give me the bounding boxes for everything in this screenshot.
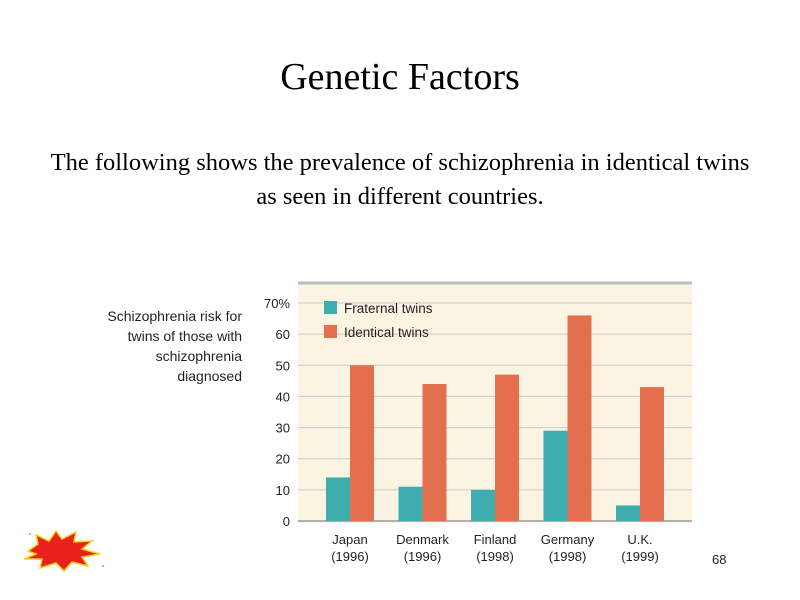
legend-swatch	[324, 301, 337, 314]
y-tick-label: 10	[276, 483, 290, 498]
legend-swatch	[324, 325, 337, 338]
fraternal-bar	[616, 505, 640, 521]
chart-y-axis-label: Schizophrenia risk for twins of those wi…	[107, 308, 242, 384]
category-label: Japan (1996)	[331, 532, 369, 564]
fraternal-bar	[471, 489, 495, 521]
fraternal-bar	[398, 486, 423, 521]
slide-title: Genetic Factors	[280, 56, 520, 98]
category-label: Finland (1998)	[474, 532, 517, 564]
page-number: 68	[712, 552, 727, 567]
y-tick-label: 0	[283, 514, 290, 529]
identical-bar	[350, 365, 374, 521]
y-tick-label: 40	[276, 389, 290, 404]
y-tick-label: 20	[276, 452, 290, 467]
identical-bar	[422, 383, 447, 521]
y-tick-label: 30	[276, 421, 290, 436]
y-tick-label: 70%	[264, 296, 290, 311]
y-tick-label: 50	[276, 358, 290, 373]
bars	[326, 315, 664, 521]
category-label: U.K. (1999)	[621, 532, 659, 564]
identical-bar	[495, 374, 519, 521]
identical-bar	[640, 387, 664, 521]
legend-label: Identical twins	[344, 325, 429, 340]
category-label: Germany (1998)	[541, 532, 595, 564]
category-labels: Japan (1996) Denmark (1996) Finland (1998) Ger…	[331, 532, 659, 564]
slide-body-text: The following shows the prevalence of sc…	[50, 149, 750, 210]
fraternal-bar	[543, 430, 568, 521]
red-burst-icon	[23, 529, 104, 573]
category-label: Denmark (1996)	[396, 532, 449, 564]
legend: Fraternal twins Identical twins	[324, 301, 433, 340]
identical-bar	[567, 315, 592, 521]
y-tick-label: 60	[276, 327, 290, 342]
fraternal-bar	[326, 477, 350, 521]
legend-label: Fraternal twins	[344, 301, 433, 316]
y-tick-labels: 0 10 20 30 40 50 60 70%	[264, 296, 290, 529]
